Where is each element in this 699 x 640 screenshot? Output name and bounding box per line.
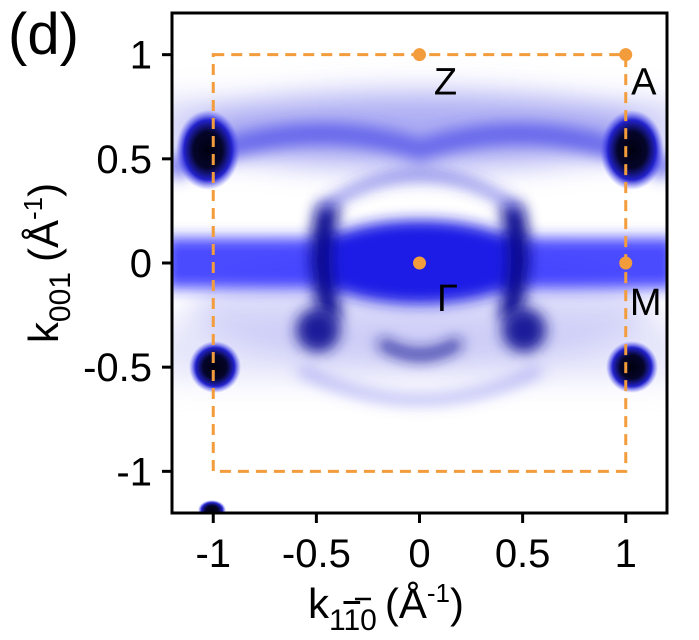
x-label-units-close: ): [450, 580, 464, 627]
y-tick-label: 0.5: [96, 138, 152, 182]
x-tick-label: -1: [195, 532, 231, 576]
point-label-gamma: Γ: [437, 278, 458, 320]
y-label-units-close: ): [20, 183, 67, 197]
y-tick-label: -1: [116, 450, 152, 494]
point-label-a: A: [631, 62, 657, 104]
x-tick-label: 0.5: [495, 532, 551, 576]
intensity-map: [172, 90, 667, 513]
central-band: [172, 205, 667, 318]
x-axis-label: k110 (Å-1): [308, 578, 464, 637]
upper-arcs: [172, 123, 667, 215]
x-label-units-open: (Å: [385, 580, 427, 627]
y-label-units-open: (Å: [20, 220, 67, 262]
point-label-z: Z: [434, 62, 457, 104]
y-axis-label: k001 (Å-1): [18, 183, 77, 343]
point-m: [619, 256, 633, 270]
x-label-units-exponent: -1: [427, 578, 450, 608]
x-label-subscript-suffix: 0: [360, 604, 377, 637]
x-tick-label: 1: [615, 532, 637, 576]
y-tick-label: 1: [130, 34, 152, 78]
high-symmetry-points: Z A Γ M: [413, 48, 662, 324]
x-tick-label: -0.5: [282, 532, 351, 576]
x-label-prefix: k: [308, 580, 330, 627]
lower-features: [296, 308, 546, 405]
y-ticks: 1 0.5 0 -0.5 -1: [83, 34, 172, 494]
panel-label: (d): [8, 2, 79, 67]
y-label-subscript: 001: [44, 272, 77, 322]
x-label-subscript: 1: [329, 604, 345, 637]
point-gamma: [413, 256, 426, 270]
point-a: [619, 48, 633, 62]
y-tick-label: -0.5: [83, 346, 152, 390]
point-label-m: M: [630, 282, 662, 324]
y-label-units-exponent: -1: [18, 197, 48, 220]
y-tick-label: 0: [130, 242, 152, 286]
point-z: [413, 48, 426, 62]
y-label-prefix: k: [20, 321, 67, 343]
corner-pockets: [176, 110, 664, 513]
x-tick-label: 0: [408, 532, 430, 576]
x-label-subscript-overlined: 1: [343, 604, 360, 637]
x-ticks: -1 -0.5 0 0.5 1: [195, 513, 637, 576]
